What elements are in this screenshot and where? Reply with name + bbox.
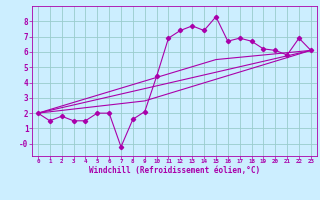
- X-axis label: Windchill (Refroidissement éolien,°C): Windchill (Refroidissement éolien,°C): [89, 166, 260, 175]
